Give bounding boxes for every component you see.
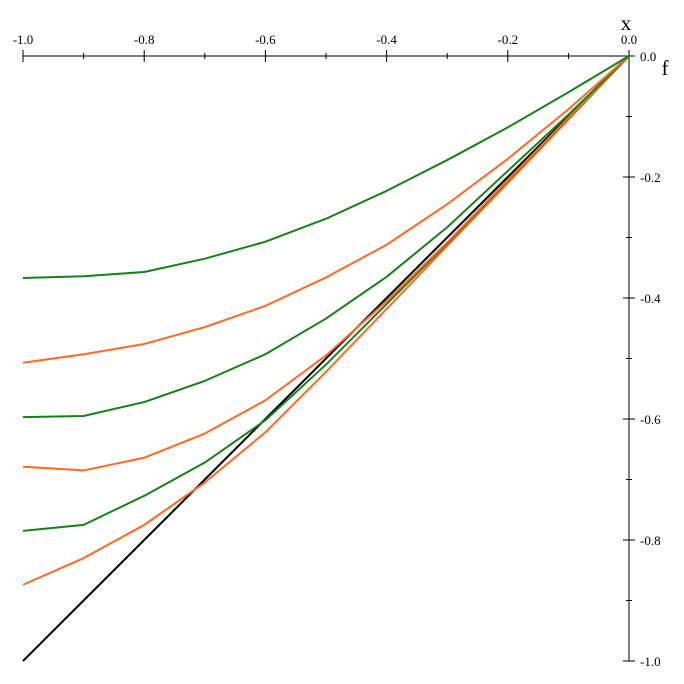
- x-tick-label: -0.2: [498, 32, 519, 47]
- x-tick-label: -0.4: [376, 32, 397, 47]
- y-tick-label: 0.0: [640, 49, 656, 64]
- line-series: [22, 55, 630, 280]
- y-axis-label: f: [662, 56, 669, 80]
- x-tick-label: -0.8: [134, 32, 155, 47]
- y-tick-label: -0.8: [640, 533, 661, 548]
- x-tick-label: 0.0: [621, 32, 637, 47]
- x-tick-label: -0.6: [255, 32, 276, 47]
- y-tick-label: -0.6: [640, 412, 661, 427]
- line-series: [22, 55, 630, 472]
- line-series: [22, 55, 630, 419]
- line-series: [22, 55, 630, 586]
- line-series: [22, 55, 630, 532]
- y-tick-label: -1.0: [640, 654, 661, 669]
- y-tick-label: -0.2: [640, 170, 661, 185]
- y-tick-label: -0.4: [640, 291, 661, 306]
- x-axis-label: x: [621, 11, 632, 35]
- line-series: [22, 55, 630, 662]
- line-series: [22, 55, 630, 364]
- x-tick-label: -1.0: [13, 32, 34, 47]
